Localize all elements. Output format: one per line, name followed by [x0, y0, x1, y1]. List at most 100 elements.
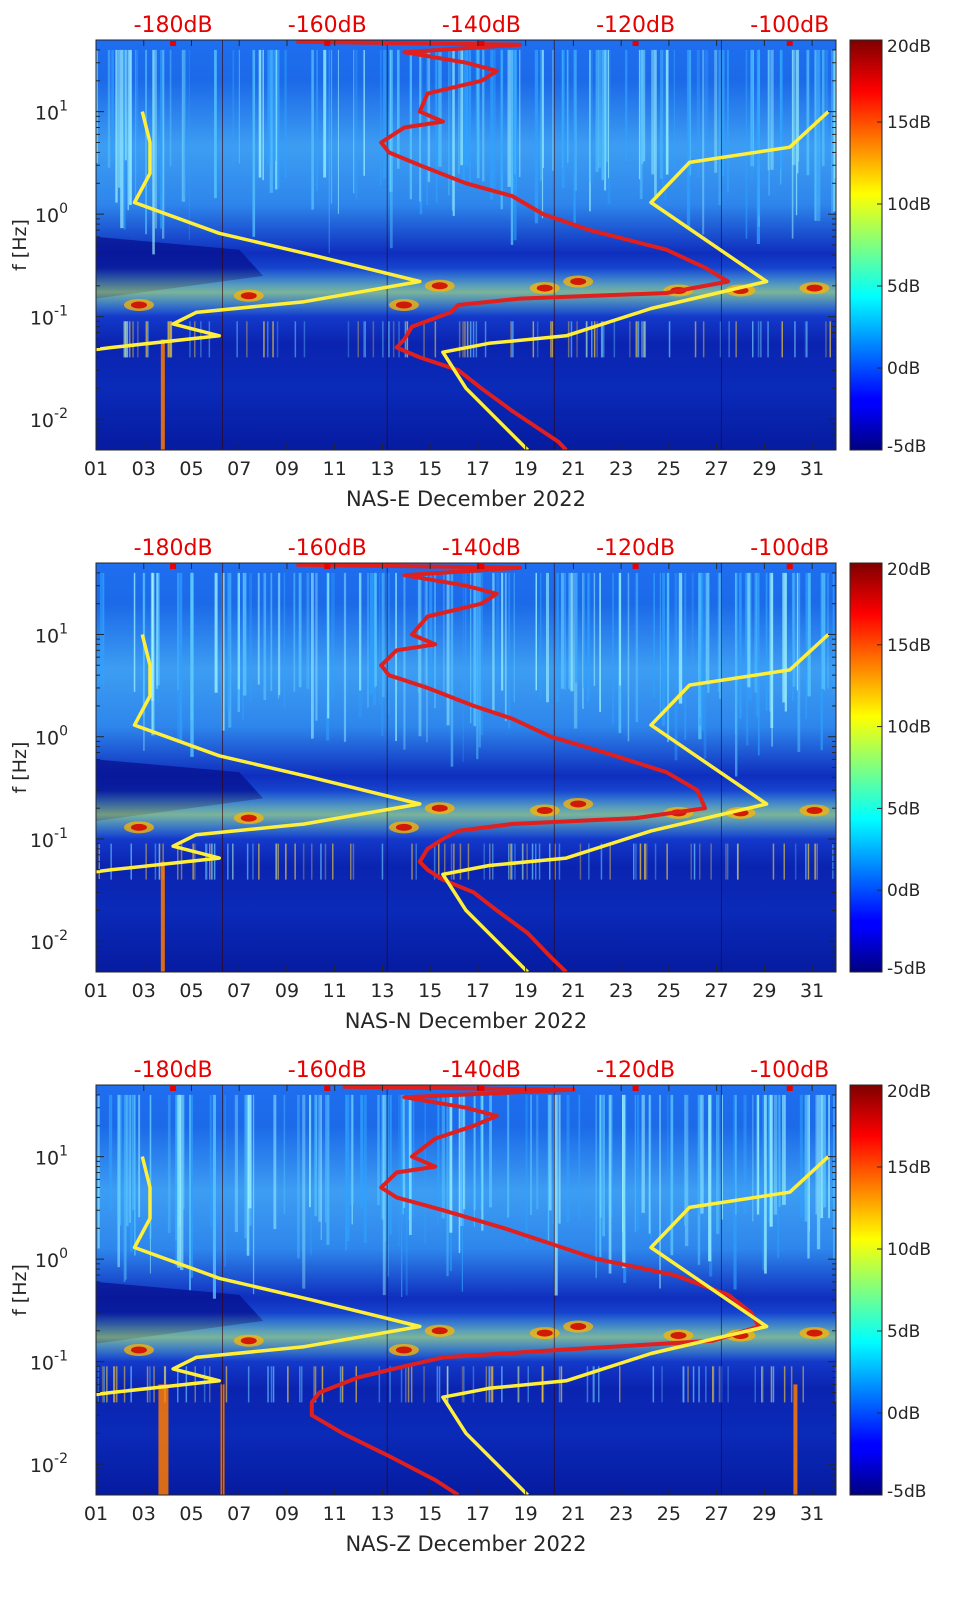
spectral-streak — [659, 1094, 661, 1289]
spectral-streak — [302, 843, 305, 880]
noise-model-curve — [441, 1155, 830, 1495]
spectral-streak — [234, 1094, 238, 1233]
top-db-label: -140dB — [442, 1058, 521, 1083]
spectral-streak — [143, 572, 145, 751]
x-tick-label: 03 — [132, 1503, 156, 1525]
spectral-streak — [316, 49, 318, 191]
spectral-streak — [600, 321, 603, 358]
noise-model-curve — [96, 634, 422, 874]
spectral-streak — [398, 321, 400, 358]
spectral-streak — [661, 1366, 663, 1403]
spectral-streak — [508, 572, 511, 729]
noise-psd-curve — [296, 40, 731, 450]
spectral-streak — [582, 572, 584, 709]
spectral-streak — [179, 572, 183, 743]
spectral-streak — [728, 321, 730, 358]
spectral-streak — [699, 843, 701, 880]
spectral-streak — [519, 49, 521, 177]
spectral-streak — [383, 49, 387, 179]
spectral-streak — [747, 572, 751, 688]
spectral-streak — [466, 321, 469, 358]
spectral-streak — [328, 49, 330, 254]
spectral-streak — [635, 572, 639, 723]
spectral-streak — [426, 572, 428, 743]
spectral-streak — [489, 1094, 492, 1208]
x-tick-label: 03 — [132, 980, 156, 1002]
spectral-streak — [346, 1094, 350, 1242]
spectral-streak — [459, 843, 462, 880]
spectral-streak — [436, 1366, 439, 1403]
spectral-streak — [686, 49, 691, 230]
spectral-streak — [613, 321, 616, 358]
spectral-streak — [659, 49, 663, 179]
spectral-streak — [558, 1366, 561, 1403]
spectral-streak — [814, 49, 817, 221]
spectral-streak — [321, 1366, 324, 1403]
x-tick-label: 01 — [84, 458, 108, 480]
spectral-streak — [552, 49, 554, 171]
spectral-streak — [423, 321, 425, 358]
spectral-streak — [633, 843, 635, 880]
spectral-streak — [667, 1094, 669, 1226]
spectral-streak — [168, 321, 171, 358]
spectral-streak — [347, 321, 350, 358]
spectral-streak — [570, 572, 574, 692]
spectral-streak — [642, 321, 645, 358]
spectral-streak — [124, 49, 127, 161]
spectral-streak — [433, 843, 436, 880]
spectral-streak — [446, 572, 450, 726]
spectral-streak — [610, 1094, 613, 1218]
spectral-streak — [276, 321, 279, 358]
curves — [96, 563, 830, 972]
x-tick-label: 11 — [323, 980, 347, 1002]
top-db-label: -160dB — [288, 536, 367, 561]
spectral-streak — [761, 1366, 763, 1403]
spectral-streak — [817, 49, 819, 197]
energy-blob — [395, 823, 412, 831]
spectral-streak — [833, 49, 836, 212]
spectral-streak — [380, 49, 382, 186]
top-db-tick — [786, 1086, 793, 1091]
spectral-streak — [698, 1094, 702, 1215]
spectral-streak — [659, 572, 661, 715]
spectral-streak — [684, 1094, 689, 1247]
spectral-streak — [561, 49, 565, 188]
spectral-streak — [556, 572, 559, 703]
spectral-streak — [132, 1094, 135, 1211]
spectral-streak — [807, 572, 811, 697]
spectral-streak — [725, 843, 727, 880]
top-db-label: -120dB — [596, 536, 675, 561]
colorbar — [849, 1084, 883, 1496]
spectral-streak — [642, 49, 646, 162]
spectral-streak — [767, 321, 769, 358]
spectral-streak — [693, 843, 696, 880]
top-db-tick — [786, 564, 793, 569]
top-db-label: -120dB — [596, 13, 675, 38]
energy-blob — [130, 1346, 147, 1354]
spectral-streak — [460, 49, 463, 166]
y-tick-label: 10-2 — [30, 928, 68, 954]
spectral-streak — [593, 321, 596, 358]
spectral-streak — [721, 49, 725, 176]
spectral-streak — [735, 572, 738, 777]
spectral-streak — [332, 843, 334, 880]
spectral-streak — [424, 572, 427, 684]
spectral-streak — [507, 1094, 510, 1218]
spectral-streak — [118, 49, 121, 188]
spectral-streak — [525, 1094, 528, 1243]
x-tick-label: 05 — [179, 1503, 203, 1525]
spectral-streak — [472, 1366, 475, 1403]
noise-model-curve — [96, 1156, 422, 1397]
spectral-streak — [183, 49, 187, 200]
spectral-streak — [792, 572, 796, 687]
spectral-streak — [807, 843, 810, 880]
spectral-streak — [600, 843, 603, 880]
spectral-streak — [182, 1094, 185, 1210]
spectral-streak — [252, 49, 256, 237]
spectral-streak — [568, 572, 570, 689]
spectral-streak — [638, 49, 641, 180]
spectral-streak — [395, 572, 397, 741]
spectral-streak — [684, 572, 687, 740]
curves — [96, 1085, 830, 1495]
spectral-streak — [125, 1094, 127, 1280]
